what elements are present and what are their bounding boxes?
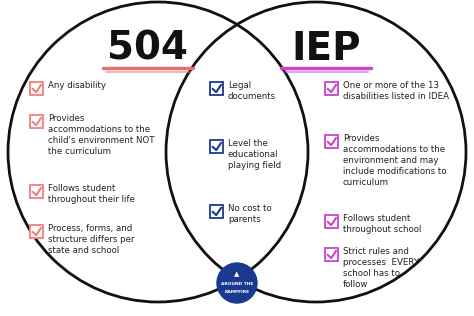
Text: ▲: ▲ [234, 271, 240, 277]
Text: Strict rules and
processes  EVERY
school has to
follow: Strict rules and processes EVERY school … [343, 247, 419, 289]
Text: One or more of the 13
disabilities listed in IDEA: One or more of the 13 disabilities liste… [343, 81, 449, 101]
Text: KAMPFIRE: KAMPFIRE [224, 290, 250, 294]
FancyBboxPatch shape [325, 82, 338, 95]
Text: Level the
educational
playing field: Level the educational playing field [228, 139, 281, 170]
Text: Process, forms, and
structure differs per
state and school: Process, forms, and structure differs pe… [48, 224, 135, 255]
Text: Follows student
throughout their life: Follows student throughout their life [48, 184, 135, 204]
Text: Provides
accommodations to the
environment and may
include modifications to
curr: Provides accommodations to the environme… [343, 134, 447, 187]
FancyBboxPatch shape [210, 140, 223, 153]
FancyBboxPatch shape [30, 185, 43, 198]
Text: IEP: IEP [291, 30, 361, 68]
FancyBboxPatch shape [30, 82, 43, 95]
FancyBboxPatch shape [325, 248, 338, 261]
Text: 504: 504 [108, 30, 189, 68]
FancyBboxPatch shape [325, 215, 338, 228]
Text: Follows student
throughout school: Follows student throughout school [343, 214, 421, 234]
Text: Any disability: Any disability [48, 81, 106, 90]
FancyBboxPatch shape [210, 82, 223, 95]
Text: AROUND THE: AROUND THE [221, 282, 253, 286]
Text: No cost to
parents: No cost to parents [228, 204, 272, 224]
FancyBboxPatch shape [30, 225, 43, 238]
Circle shape [217, 263, 257, 303]
Text: Provides
accommodations to the
child's environment NOT
the curriculum: Provides accommodations to the child's e… [48, 114, 155, 156]
Text: Legal
documents: Legal documents [228, 81, 276, 101]
FancyBboxPatch shape [30, 115, 43, 128]
FancyBboxPatch shape [325, 135, 338, 148]
FancyBboxPatch shape [210, 205, 223, 218]
